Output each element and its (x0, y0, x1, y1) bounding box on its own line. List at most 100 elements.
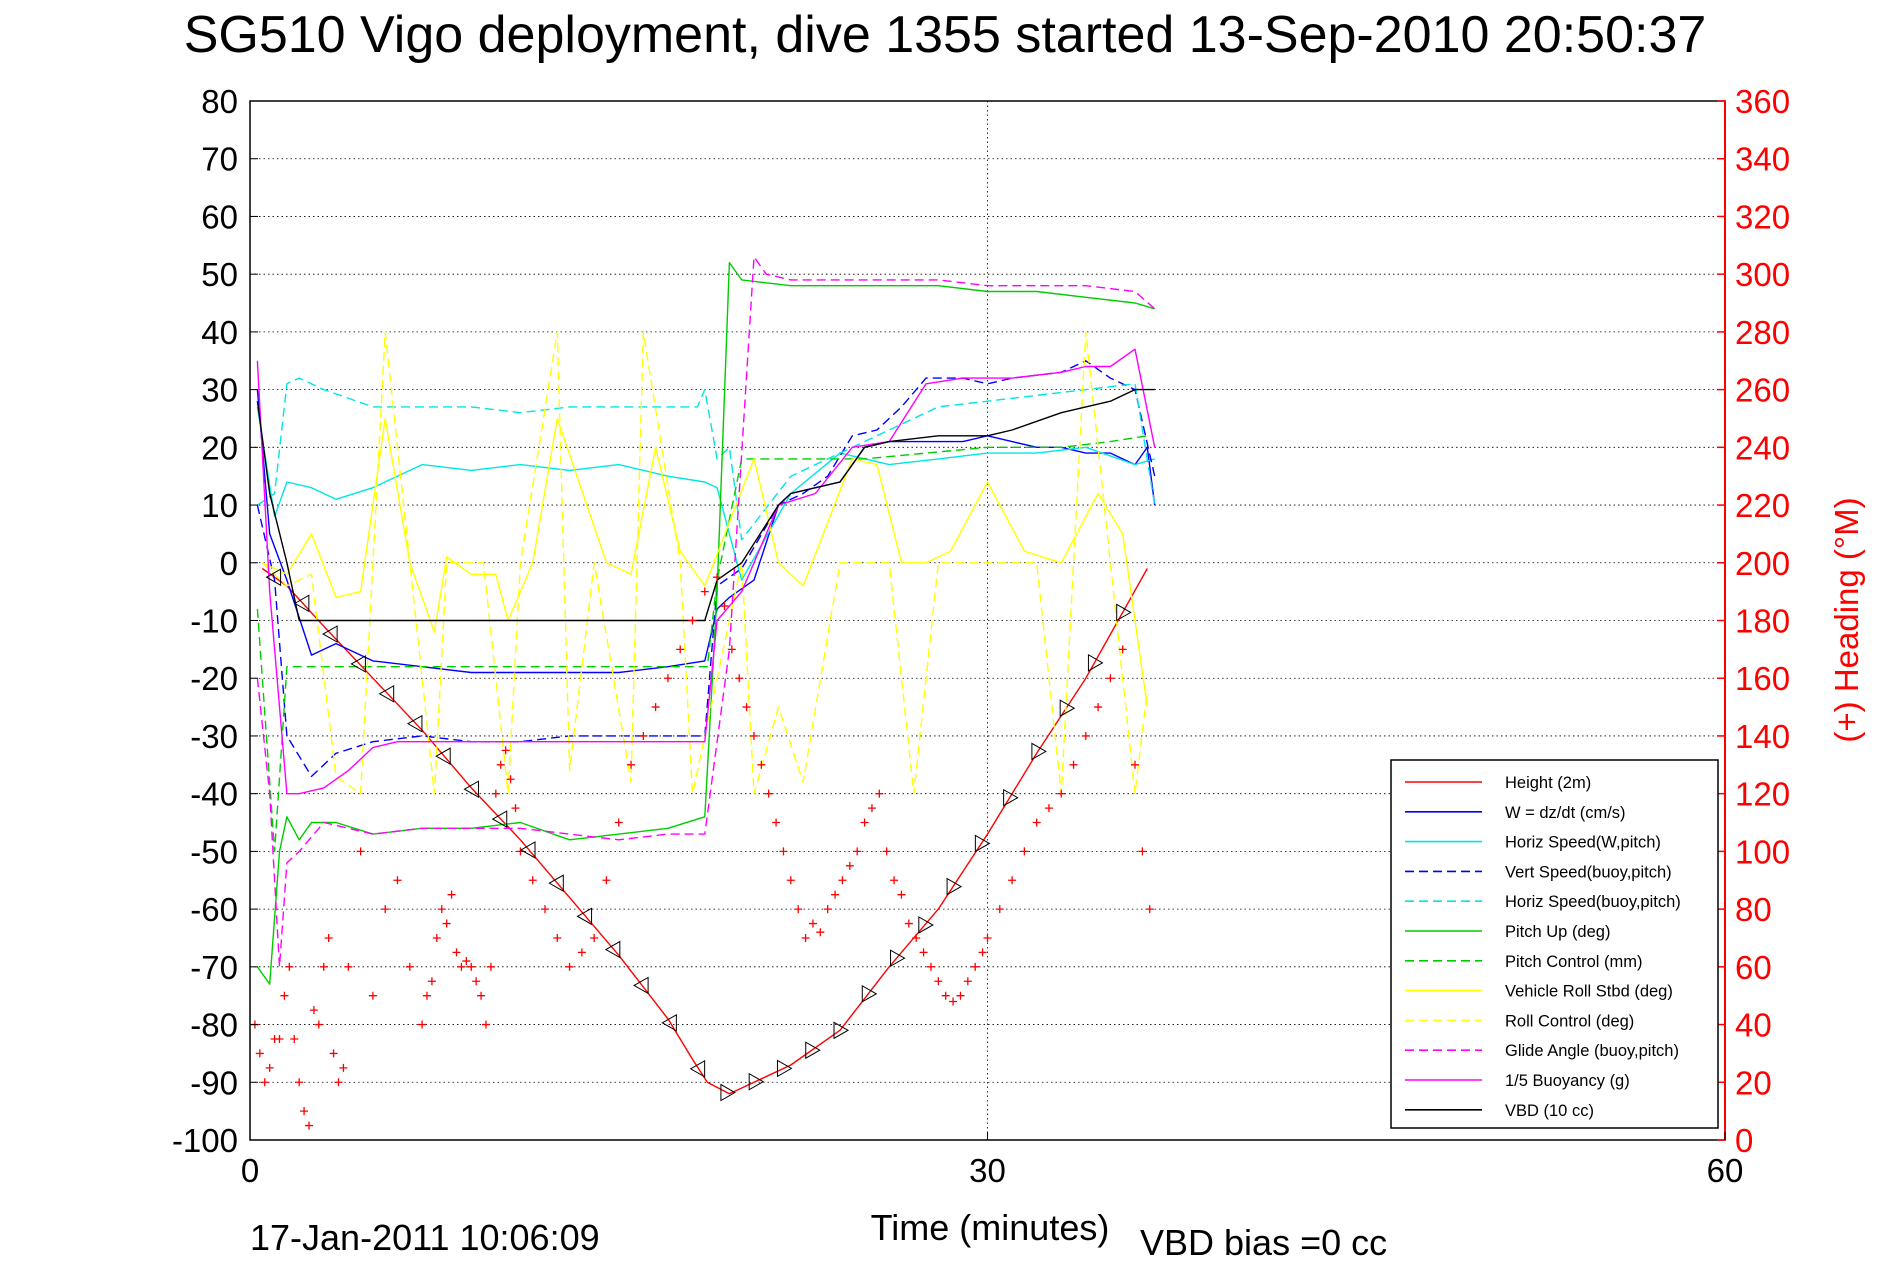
heading-point (919, 948, 928, 957)
vbd-bias-footer: VBD bias =0 cc (1140, 1222, 1387, 1262)
heading-point (423, 991, 431, 1000)
heading-point (1008, 876, 1017, 885)
heading-point (314, 1020, 323, 1029)
legend-label: VBD (10 cc) (1505, 1102, 1594, 1120)
legend-label: Pitch Up (deg) (1505, 923, 1610, 941)
left-tick-label: -100 (172, 1122, 238, 1159)
left-tick-label: -30 (190, 718, 238, 755)
height-marker (946, 877, 963, 896)
heading-point (1032, 818, 1041, 827)
timestamp-footer: 17-Jan-2011 10:06:09 (250, 1217, 600, 1258)
right-tick-label: 120 (1735, 776, 1790, 813)
height-marker (720, 1083, 736, 1102)
heading-point (393, 876, 402, 885)
heading-point (860, 818, 869, 827)
heading-point (602, 876, 611, 885)
heading-point (1044, 804, 1053, 813)
x-tick-label: 60 (1707, 1152, 1744, 1189)
heading-point (486, 962, 495, 971)
height-marker (463, 780, 479, 799)
left-axis-ticks: 80 70 60 50 40 30 20 10 0 -10 -20 -30 -40 -50 -60 -70 -8… (172, 83, 258, 1159)
heading-point (663, 674, 672, 683)
legend-label: Vert Speed(buoy,pitch) (1505, 863, 1672, 881)
right-tick-label: 320 (1735, 198, 1790, 235)
heading-point (541, 905, 549, 914)
heading-point (381, 905, 390, 914)
heading-point (344, 962, 353, 971)
x-axis-label: Time (minutes) (871, 1207, 1110, 1248)
right-tick-label: 40 (1735, 1007, 1772, 1044)
height-marker (918, 916, 934, 934)
heading-point (978, 948, 987, 957)
height-marker (1087, 654, 1104, 672)
heading-point (786, 876, 795, 885)
heading-point (457, 962, 466, 971)
heading-point (405, 962, 414, 971)
heading-point (983, 933, 992, 942)
heading-point (1057, 789, 1066, 798)
heading-point (577, 948, 586, 957)
heading-point (757, 760, 766, 769)
right-axis-label: (+) Heading (°M) (1828, 497, 1865, 742)
heading-point (255, 1049, 264, 1058)
right-tick-label: 80 (1735, 891, 1772, 928)
height-marker (748, 1072, 765, 1091)
heading-point (491, 789, 500, 798)
heading-point (452, 948, 461, 957)
height-marker (1003, 788, 1019, 807)
heading-point (590, 933, 599, 942)
height-marker (576, 907, 593, 926)
heading-point (995, 905, 1004, 914)
heading-point (772, 818, 781, 827)
left-tick-label: 40 (201, 314, 238, 351)
heading-point (506, 775, 515, 784)
height-marker (833, 1021, 850, 1040)
series-vehicle-roll-stbd-deg (262, 417, 1148, 708)
right-tick-label: 0 (1735, 1122, 1753, 1159)
heading-point (1131, 760, 1139, 769)
heading-point (882, 847, 891, 856)
series-1-5-buoyancy-g (256, 348, 1156, 795)
right-tick-label: 280 (1735, 314, 1790, 351)
heading-point (501, 746, 510, 755)
heading-point (838, 876, 847, 885)
left-tick-label: -20 (190, 660, 238, 697)
heading-point (553, 933, 562, 942)
right-tick-label: 180 (1735, 603, 1790, 640)
heading-point (290, 1034, 299, 1043)
right-tick-label: 60 (1735, 949, 1772, 986)
heading-point (1145, 905, 1154, 914)
heading-point (1069, 760, 1078, 769)
height-marker (974, 834, 991, 853)
series-vert-speed-buoy-pitch (256, 360, 1156, 778)
heading-point (904, 919, 913, 928)
height-marker (890, 949, 906, 968)
heading-point (285, 962, 294, 971)
right-tick-label: 200 (1735, 545, 1790, 582)
left-tick-label: 30 (201, 372, 238, 409)
heading-point (742, 703, 751, 712)
heading-point (794, 905, 803, 914)
heading-point (356, 847, 365, 856)
heading-point (427, 977, 436, 986)
left-tick-label: 0 (220, 545, 238, 582)
heading-point (614, 818, 623, 827)
series-horiz-speed-w-pitch (256, 406, 1155, 581)
heading-point (528, 876, 537, 885)
left-tick-label: 70 (201, 141, 238, 178)
heading-point (845, 861, 854, 870)
heading-point (1020, 847, 1029, 856)
heading-point (511, 804, 520, 813)
heading-point (749, 731, 758, 740)
height-marker (378, 684, 395, 703)
heading-point (897, 890, 906, 899)
series-pitch-control-mm (256, 435, 1148, 853)
left-tick-label: -60 (190, 891, 238, 928)
right-tick-label: 160 (1735, 660, 1790, 697)
heading-point (651, 703, 660, 712)
heading-point (890, 876, 899, 885)
left-tick-label: -90 (190, 1064, 238, 1101)
height-marker (689, 1059, 706, 1078)
height-marker (805, 1041, 821, 1060)
